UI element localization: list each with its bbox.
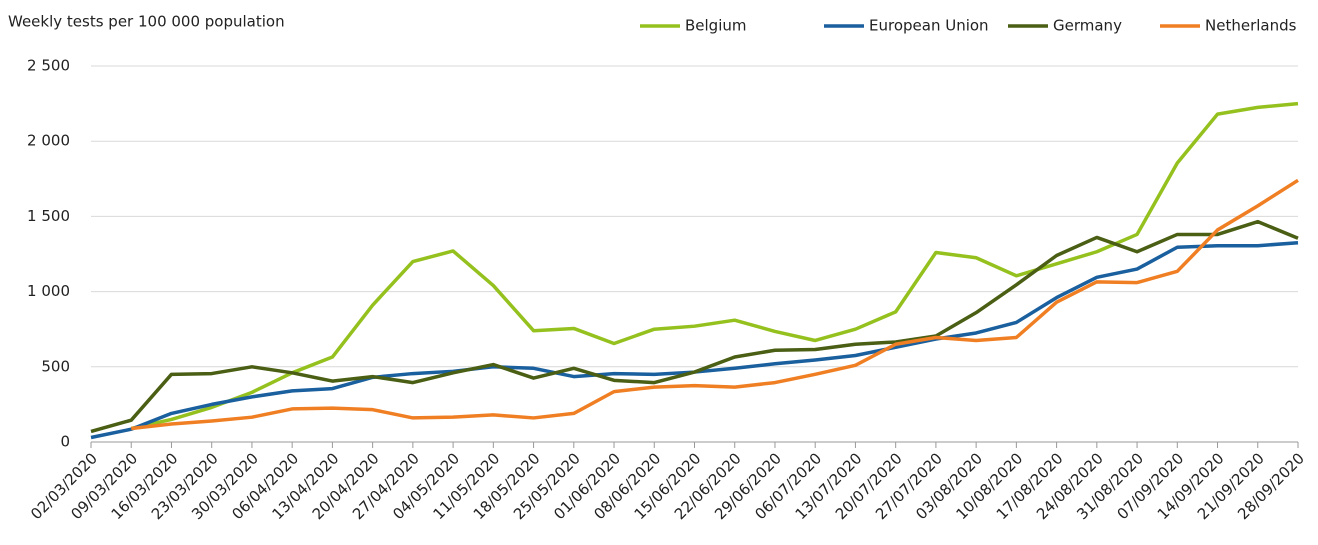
series-line	[90, 240, 1299, 440]
legend-label: Netherlands	[1205, 17, 1297, 35]
series-line	[90, 219, 1299, 434]
legend-label: European Union	[869, 17, 989, 35]
y-tick-label: 500	[41, 357, 70, 375]
y-tick-label: 1 000	[27, 282, 70, 300]
series-line	[130, 101, 1299, 431]
y-tick-label: 0	[60, 433, 70, 451]
y-tick-label: 2 500	[27, 57, 70, 75]
legend-label: Germany	[1053, 17, 1122, 35]
y-axis-label: Weekly tests per 100 000 population	[8, 13, 285, 31]
y-tick-label: 1 500	[27, 207, 70, 225]
legend-label: Belgium	[685, 17, 747, 35]
legend: Belgium European Union Germany Netherlands	[640, 17, 1297, 35]
y-tick-label: 2 000	[27, 132, 70, 150]
series-line	[131, 178, 1299, 431]
